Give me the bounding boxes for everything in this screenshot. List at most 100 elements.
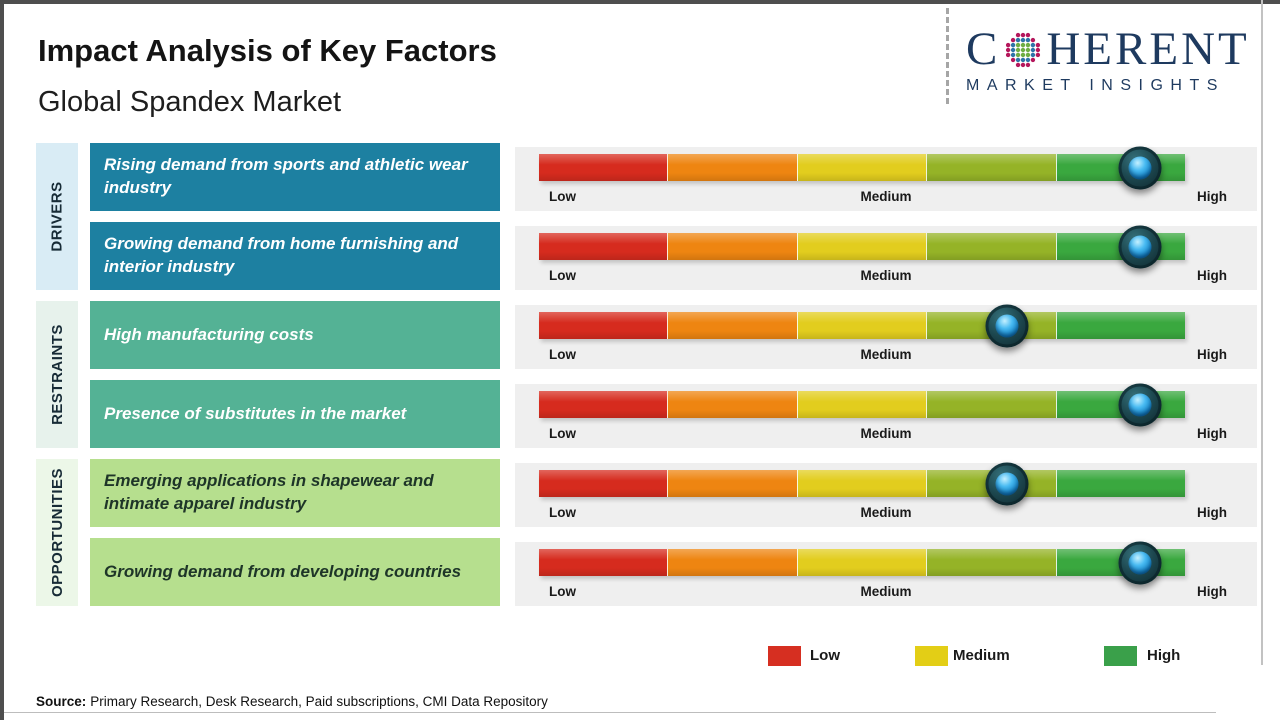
impact-scale-bar [539,541,1186,584]
scale-label-low: Low [549,584,576,599]
frame-top-border [0,0,1280,4]
impact-marker-core [995,472,1019,495]
scale-segment-red [539,549,668,576]
impact-panel: Low Medium High [515,225,1257,290]
scale-segment-green [1055,470,1186,497]
scale-segment-red [539,233,668,260]
impact-marker-core [1128,393,1152,416]
impact-scale-bar [539,462,1186,505]
impact-panel: Low Medium High [515,462,1257,527]
scale-segment-yellow [796,549,927,576]
logo-letter-c: C [966,23,1001,75]
scale-label-low: Low [549,189,576,204]
legend-label-medium: Medium [953,647,1010,664]
scale-label-high: High [1197,584,1227,599]
factor-text: Growing demand from developing countries [104,561,462,581]
scale-segment-yellow [796,154,927,181]
scale-segment-yellow [796,470,927,497]
frame-left-border [0,0,4,720]
impact-marker-sphere [985,304,1029,347]
scale-segment-yellow [796,391,927,418]
scale-label-low: Low [549,426,576,441]
globe-dots-icon [1006,32,1041,67]
scale-segment-orange [667,391,798,418]
scale-segment-yellow [796,312,927,339]
page-subtitle: Global Spandex Market [38,86,342,118]
factor-text: Growing demand from home furnishing and … [104,234,459,276]
scale-segment-orange [667,470,798,497]
impact-marker-sphere [985,462,1029,505]
scale-segment-olive [926,549,1057,576]
scale-segment-olive [926,154,1057,181]
impact-scale-bar [539,304,1186,347]
factor-box: High manufacturing costs [90,301,500,369]
factor-text: Rising demand from sports and athletic w… [104,155,468,197]
scale-label-high: High [1197,505,1227,520]
logo-letters-herent: HERENT [1046,23,1250,75]
scale-label-low: Low [549,347,576,362]
scale-segment-orange [667,154,798,181]
category-opportunities-label: OPPORTUNITIES [48,467,66,598]
scale-segment-olive [926,233,1057,260]
scale-segment-red [539,391,668,418]
frame-right-border [1261,0,1263,665]
scale-segment-yellow [796,233,927,260]
scale-label-medium: Medium [860,584,912,599]
scale-segment-green [1055,312,1186,339]
category-opportunities: OPPORTUNITIES [36,459,78,606]
source-line: Source: Primary Research, Desk Research, … [36,694,548,709]
impact-marker-core [1128,551,1152,574]
source-text: Primary Research, Desk Research, Paid su… [90,694,548,709]
impact-panel: Low Medium High [515,541,1257,606]
factor-box: Growing demand from home furnishing and … [90,222,500,290]
impact-marker-core [1128,235,1152,258]
scale-label-medium: Medium [860,426,912,441]
scale-label-high: High [1197,347,1227,362]
scale-label-low: Low [549,505,576,520]
category-restraints-label: RESTRAINTS [48,324,66,425]
category-drivers: DRIVERS [36,143,78,290]
scale-segment-red [539,470,668,497]
impact-panel: Low Medium High [515,383,1257,448]
scale-label-medium: Medium [860,189,912,204]
legend-swatch-low [768,646,801,666]
scale-segment-orange [667,549,798,576]
logo-divider-dashed-line [946,8,949,104]
brand-logo-wordmark: C [966,26,1262,73]
page-title: Impact Analysis of Key Factors [38,33,497,68]
source-label: Source: [36,694,87,709]
legend-swatch-medium [915,646,948,666]
factor-text: Presence of substitutes in the market [104,403,407,423]
factor-text: High manufacturing costs [104,324,314,344]
impact-marker-core [995,314,1019,337]
scale-label-medium: Medium [860,268,912,283]
scale-label-high: High [1197,268,1227,283]
factor-box: Emerging applications in shapewear and i… [90,459,500,527]
impact-marker-sphere [1118,383,1162,426]
legend-swatch-high [1104,646,1137,666]
scale-label-medium: Medium [860,505,912,520]
impact-scale-bar [539,225,1186,268]
factor-box: Growing demand from developing countries [90,538,500,606]
scale-label-low: Low [549,268,576,283]
brand-logo: C [966,26,1262,95]
impact-marker-sphere [1118,541,1162,584]
impact-scale-bar [539,146,1186,189]
scale-segment-orange [667,233,798,260]
legend-label-low: Low [810,647,840,664]
impact-marker-core [1128,156,1152,179]
scale-segment-olive [926,391,1057,418]
brand-logo-tagline: MARKET INSIGHTS [966,77,1225,94]
impact-marker-sphere [1118,146,1162,189]
scale-label-high: High [1197,189,1227,204]
legend-label-high: High [1147,647,1181,664]
impact-panel: Low Medium High [515,304,1257,369]
scale-segment-red [539,154,668,181]
category-restraints: RESTRAINTS [36,301,78,448]
impact-marker-sphere [1118,225,1162,268]
factor-box: Presence of substitutes in the market [90,380,500,448]
category-drivers-label: DRIVERS [48,181,66,252]
scale-segment-orange [667,312,798,339]
impact-scale-bar [539,383,1186,426]
